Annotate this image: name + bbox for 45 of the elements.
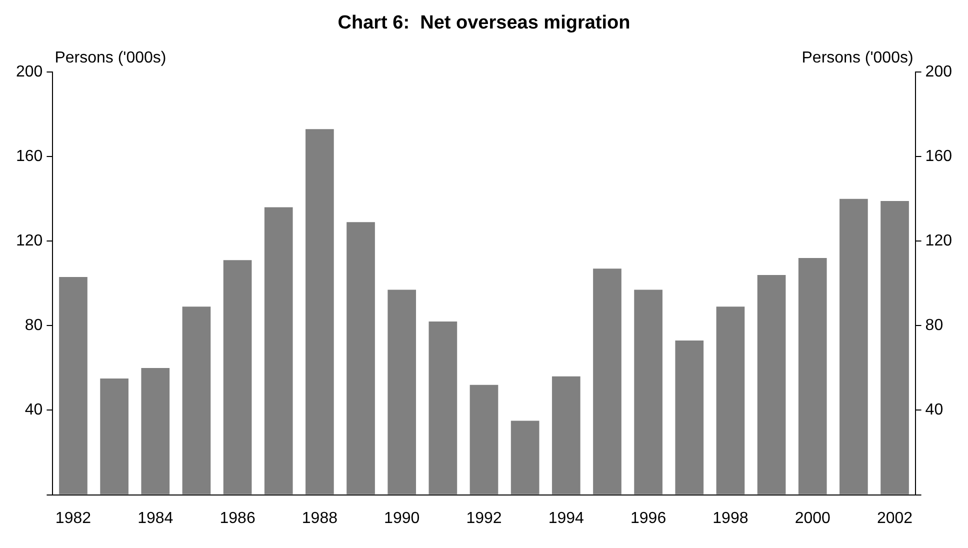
y-tick-label: 120 [16, 232, 43, 250]
chart-title: Chart 6: Net overseas migration [338, 12, 630, 34]
bar [675, 340, 704, 494]
bar [388, 290, 416, 494]
bar [880, 200, 909, 494]
bar [59, 277, 88, 494]
x-tick-label: 1990 [384, 510, 420, 527]
bar [182, 306, 211, 494]
y-tick-label: 40 [24, 402, 43, 419]
y2-tick-label: 120 [925, 232, 952, 250]
y2-axis-title: Persons ('000s) [802, 49, 914, 66]
y-tick-label: 80 [24, 317, 43, 334]
bar [757, 274, 786, 494]
y2-tick-label: 200 [925, 63, 952, 80]
bar [716, 306, 745, 494]
x-tick-label: 1998 [712, 510, 748, 527]
x-tick-label: 1994 [548, 510, 584, 527]
bar [798, 258, 827, 494]
x-tick-label: 2000 [794, 510, 831, 527]
y-tick-label: 200 [16, 63, 43, 80]
bar [346, 222, 375, 494]
x-tick-label: 1984 [138, 510, 174, 527]
x-tick-label: 1992 [466, 510, 502, 527]
bar [840, 198, 868, 494]
bar [428, 321, 458, 494]
bar [264, 207, 293, 494]
bar [100, 378, 128, 494]
x-tick-label: 1986 [220, 510, 256, 527]
x-tick-label: 1996 [630, 510, 666, 527]
bar [306, 129, 334, 494]
bar [552, 376, 580, 494]
y2-tick-label: 40 [925, 402, 944, 419]
x-tick-label: 1988 [302, 510, 338, 527]
bar [593, 268, 622, 494]
y-axis-title: Persons ('000s) [54, 49, 166, 66]
x-tick-label: 2002 [876, 510, 913, 527]
y2-tick-label: 160 [925, 148, 952, 165]
y2-tick-label: 80 [925, 317, 944, 334]
bar [634, 290, 662, 494]
bar [223, 260, 252, 494]
y-tick-label: 160 [16, 148, 43, 165]
bar [470, 384, 498, 494]
bar [510, 420, 540, 494]
bar [141, 368, 170, 494]
x-tick-label: 1982 [55, 510, 92, 527]
